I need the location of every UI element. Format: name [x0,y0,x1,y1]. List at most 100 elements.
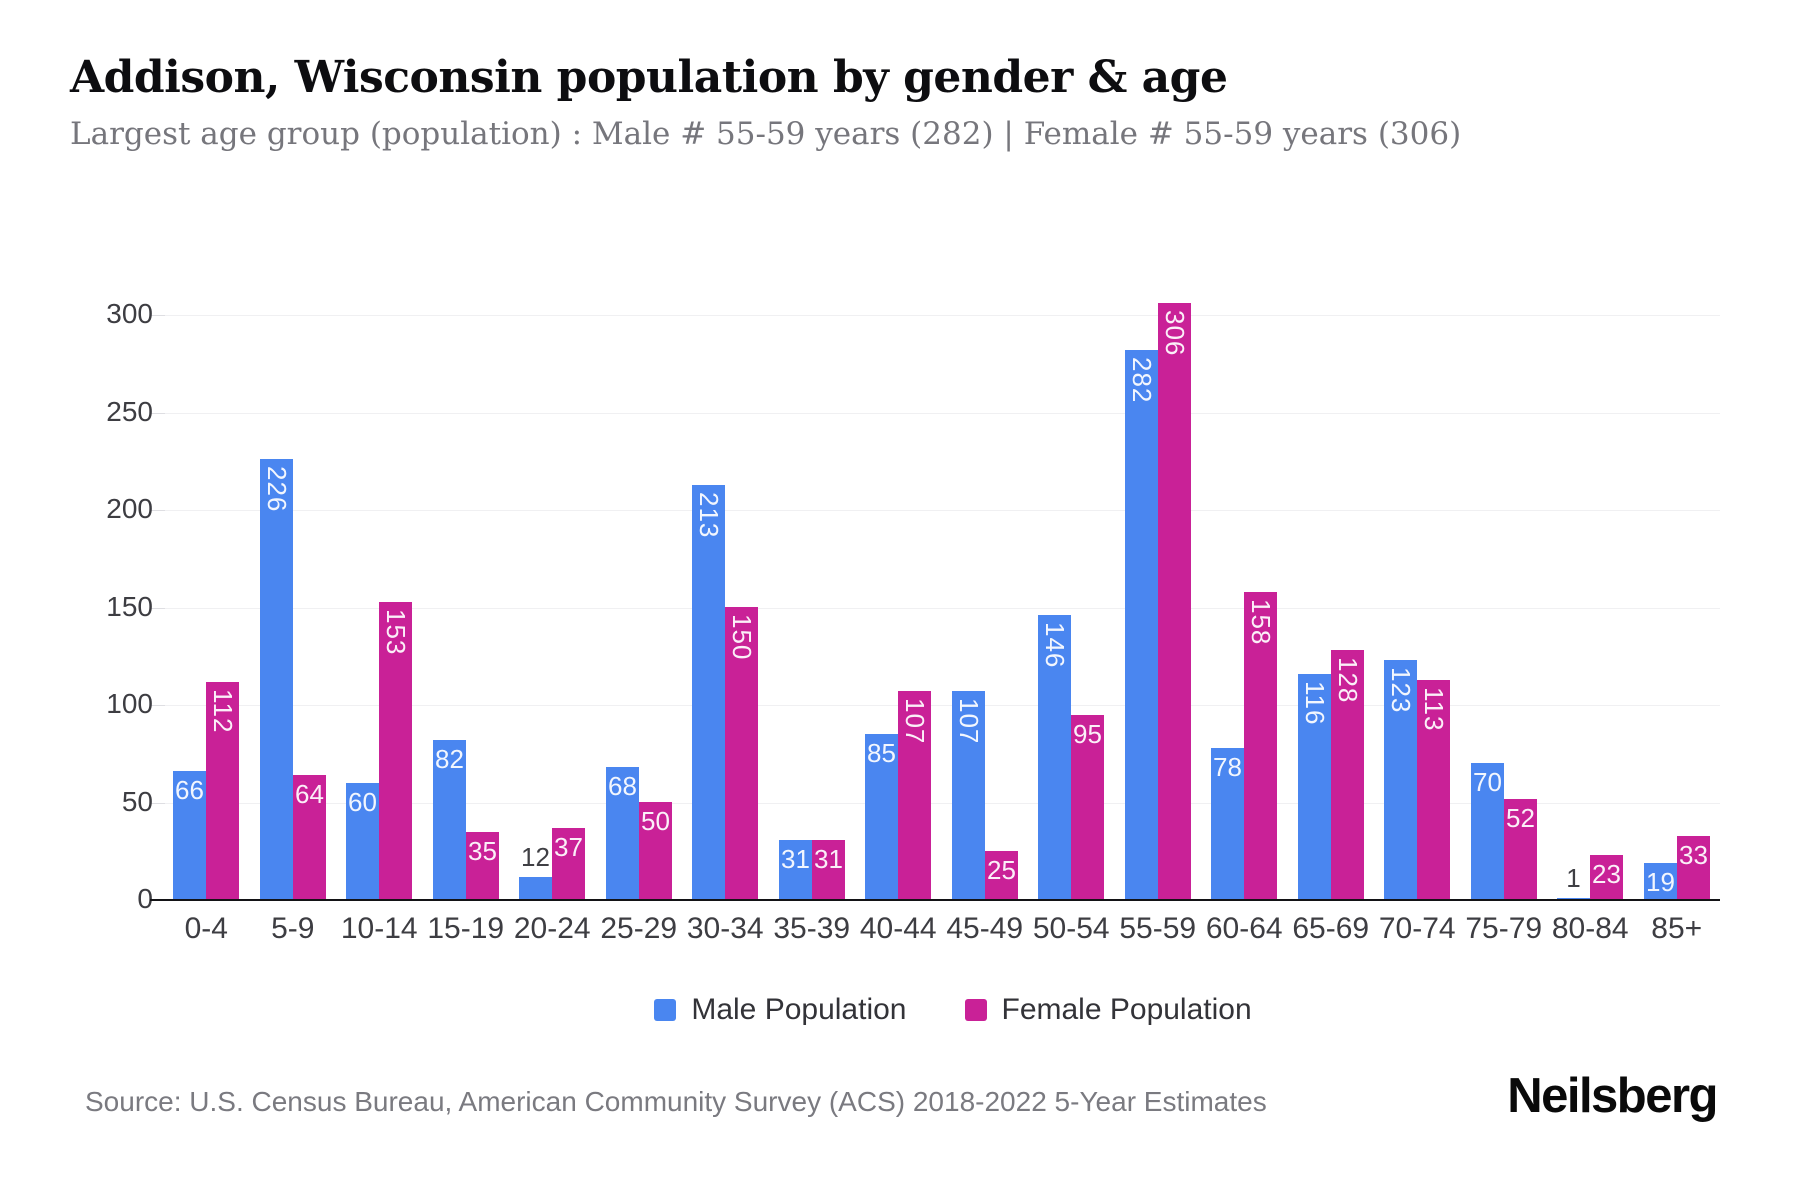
bar-female-15-19[interactable]: 35 [466,832,499,900]
bar-female-20-24[interactable]: 37 [552,828,585,900]
bar-female-70-74[interactable]: 113 [1417,680,1450,900]
bar-male-35-39[interactable]: 31 [779,840,812,900]
y-tick-mark [150,510,165,511]
bar-male-75-79[interactable]: 70 [1471,763,1504,900]
bar-male-10-14[interactable]: 60 [346,783,379,900]
bar-female-50-54[interactable]: 95 [1071,715,1104,900]
y-tick-mark [150,607,165,609]
bar-value-label: 213 [694,492,724,539]
bar-male-5-9[interactable]: 226 [260,459,293,900]
bar-value-label: 113 [1419,687,1449,732]
bar-female-0-4[interactable]: 112 [206,682,239,900]
bar-value-label: 25 [987,855,1016,885]
bar-value-label: 52 [1506,803,1535,833]
bar-female-60-64[interactable]: 158 [1244,592,1277,900]
bar-male-60-64[interactable]: 78 [1211,748,1244,900]
bar-female-75-79[interactable]: 52 [1504,799,1537,900]
bar-female-55-59[interactable]: 306 [1158,303,1191,900]
y-tick-label-100: 100 [106,688,153,719]
female-series-swatch [964,999,987,1021]
bar-female-85+[interactable]: 33 [1677,836,1710,900]
bar-value-label: 33 [1679,840,1708,870]
bar-value-label: 78 [1213,752,1242,782]
bar-value-label: 19 [1646,867,1675,897]
y-tick-mark [150,802,165,804]
x-tick-label-70-74: 70-74 [1378,912,1456,945]
bar-value-label: 68 [608,771,637,801]
y-tick-label-0: 0 [137,883,153,914]
y-tick-mark [150,412,165,414]
gridline-300 [165,315,1720,316]
brand-logo[interactable]: Neilsberg [1507,1069,1718,1123]
chart-title: Addison, Wisconsin population by gender … [70,52,1228,103]
bar-value-label: 60 [348,787,377,817]
legend-label-male: Male Population [691,993,907,1026]
bar-value-label: 31 [781,844,810,874]
x-tick-label-15-19: 15-19 [427,912,505,945]
bar-value-label: 50 [641,806,670,836]
bar-male-40-44[interactable]: 85 [865,734,898,900]
bar-value-label: 146 [1040,622,1070,669]
bar-value-label: 70 [1473,767,1502,797]
bar-value-label-outside: 12 [521,842,550,872]
y-tick-mark [150,315,165,316]
bar-value-label: 66 [175,775,204,805]
legend-label-female: Female Population [1001,993,1252,1026]
bar-male-45-49[interactable]: 107 [952,691,985,900]
bar-female-35-39[interactable]: 31 [812,840,845,900]
bar-male-30-34[interactable]: 213 [692,485,725,900]
male-series-swatch [654,999,677,1021]
bar-female-30-34[interactable]: 150 [725,607,758,900]
bar-male-70-74[interactable]: 123 [1384,660,1417,900]
bar-value-label: 226 [262,466,292,513]
bar-value-label: 95 [1073,719,1102,749]
bar-value-label: 116 [1300,681,1330,726]
x-tick-label-25-29: 25-29 [600,912,678,945]
bar-value-label: 23 [1592,859,1621,889]
bar-male-55-59[interactable]: 282 [1125,350,1158,900]
bar-value-label: 158 [1246,599,1276,646]
bar-value-label: 37 [554,832,583,862]
bar-female-10-14[interactable]: 153 [379,602,412,900]
x-tick-label-75-79: 75-79 [1465,912,1543,945]
bar-female-40-44[interactable]: 107 [898,691,931,900]
bar-value-label: 107 [900,698,930,745]
bar-male-0-4[interactable]: 66 [173,771,206,900]
bar-male-65-69[interactable]: 116 [1298,674,1331,900]
chart-subtitle: Largest age group (population) : Male # … [70,116,1462,152]
legend-item-female[interactable]: Female Population [964,993,1252,1027]
x-tick-label-30-34: 30-34 [686,912,764,945]
bar-male-25-29[interactable]: 68 [606,767,639,900]
bar-value-label-outside: 1 [1566,863,1581,893]
bar-value-label: 112 [208,689,238,734]
legend: Male Population Female Population [106,993,1800,1027]
bar-male-50-54[interactable]: 146 [1038,615,1071,900]
bar-male-20-24[interactable] [519,877,552,900]
bar-value-label: 31 [814,844,843,874]
bar-value-label: 153 [381,609,411,656]
bar-value-label: 150 [727,614,757,661]
gridline-150 [165,607,1720,609]
bar-male-15-19[interactable]: 82 [433,740,466,900]
y-tick-label-50: 50 [121,785,153,817]
x-tick-label-0-4: 0-4 [184,912,228,945]
bar-female-5-9[interactable]: 64 [293,775,326,900]
x-tick-label-10-14: 10-14 [340,912,418,945]
gridline-250 [165,412,1720,414]
bar-male-85+[interactable]: 19 [1644,863,1677,900]
bar-female-65-69[interactable]: 128 [1331,650,1364,900]
x-tick-label-85+: 85+ [1651,912,1703,945]
y-tick-label-200: 200 [106,493,153,524]
bar-female-45-49[interactable]: 25 [985,851,1018,900]
x-tick-label-35-39: 35-39 [773,912,851,945]
bar-value-label: 282 [1127,357,1157,404]
gridline-100 [165,705,1720,706]
x-tick-label-55-59: 55-59 [1119,912,1197,945]
x-tick-label-60-64: 60-64 [1205,912,1283,945]
bar-female-25-29[interactable]: 50 [639,802,672,900]
x-tick-label-40-44: 40-44 [859,912,937,945]
bar-female-80-84[interactable]: 23 [1590,855,1623,900]
legend-item-male[interactable]: Male Population [654,993,907,1027]
